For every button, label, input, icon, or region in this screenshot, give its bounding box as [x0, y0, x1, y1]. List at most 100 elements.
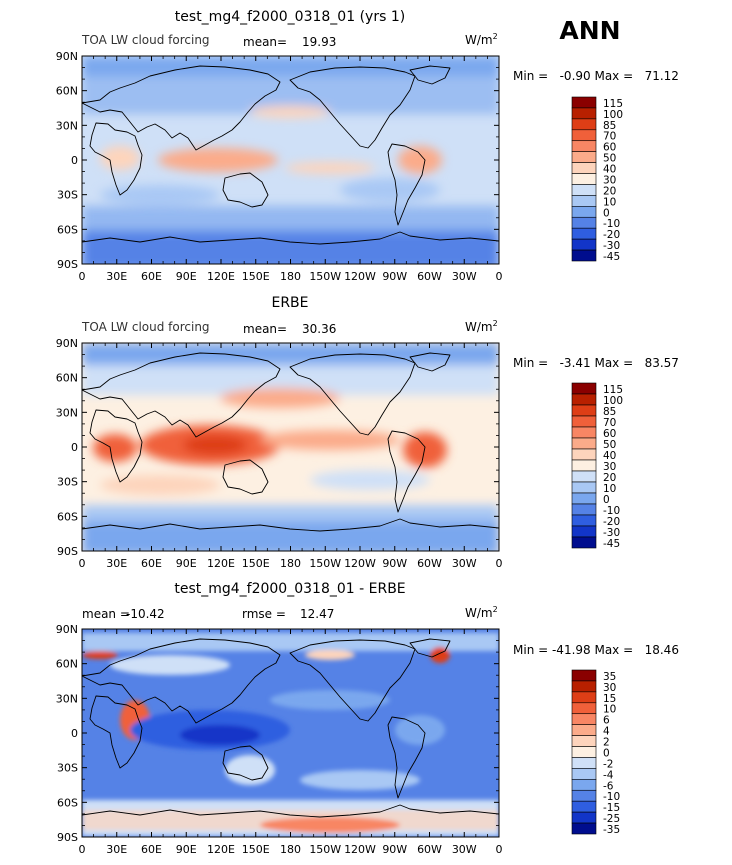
colorbar-swatch	[571, 437, 597, 450]
y-axis: 90N 60N 30N 0 30S 60S 90S	[56, 337, 499, 558]
y-tick-label: 90S	[57, 545, 78, 558]
coast-eurasia	[82, 352, 281, 438]
season-label: ANN	[559, 16, 620, 45]
colorbar-swatch	[571, 238, 597, 251]
x-tick-label: 90E	[176, 557, 197, 570]
y-tick-label: 90S	[57, 831, 78, 844]
min-max-label: Min = -3.41 Max = 83.57	[513, 356, 679, 370]
colorbar-label: -10	[603, 505, 620, 517]
colorbar-swatch	[571, 680, 597, 693]
x-tick-label: 120W	[344, 270, 376, 283]
field-itcz	[285, 162, 375, 174]
colorbar-label: 85	[603, 120, 616, 132]
colorbar-swatch	[571, 691, 597, 704]
colorbar-swatch	[571, 757, 597, 769]
field-itcz	[260, 430, 400, 450]
field-south-pacific	[300, 770, 420, 790]
colorbar-label: 40	[603, 450, 616, 462]
field-north-atlantic	[82, 651, 118, 659]
panel-variable-label: TOA LW cloud forcing	[81, 33, 210, 47]
y-tick-label: 60S	[57, 510, 78, 523]
x-axis: 0 30E 60E 90E 120E 150E 180 150W 120W 90W 60W 30W 0	[79, 343, 503, 570]
y-tick-label: 30S	[57, 189, 78, 202]
colorbar-swatch	[571, 382, 597, 395]
colorbar-swatch	[571, 173, 597, 185]
field-south-indian	[100, 475, 220, 495]
colorbar-label: -30	[603, 240, 620, 252]
x-tick-label: 30W	[452, 270, 477, 283]
colorbar-swatch	[571, 470, 597, 483]
min-max-label: Min = -41.98 Max = 18.46	[513, 643, 679, 657]
colorbar-label: -4	[603, 769, 614, 781]
panel-title: test_mg4_f2000_0318_01 - ERBE	[174, 581, 405, 597]
colorbar-swatch	[571, 768, 597, 780]
field-arctic	[82, 343, 499, 365]
y-tick-label: 30N	[56, 692, 78, 705]
x-tick-label: 60W	[417, 270, 442, 283]
colorbar-label: 85	[603, 406, 616, 418]
colorbar-label: 100	[603, 395, 623, 407]
colorbar-label: 20	[603, 185, 616, 197]
field-south-ocean	[82, 230, 499, 264]
colorbar-swatch	[571, 492, 597, 505]
coast-antarctica	[82, 231, 499, 245]
colorbar-label: 50	[603, 439, 616, 451]
x-tick-label: 150E	[242, 270, 270, 283]
units-label: W/m2	[465, 32, 498, 47]
coast-africa	[89, 122, 143, 196]
panel-obs: ERBE TOA LW cloud forcing mean= 30.36 W/…	[56, 295, 679, 570]
colorbar-swatch	[571, 249, 597, 262]
coast-australia	[222, 172, 269, 208]
map-field	[82, 56, 499, 264]
field-south-storm-track	[82, 505, 499, 521]
colorbar-label: 50	[603, 153, 616, 165]
y-tick-label: 60N	[56, 658, 78, 671]
x-tick-label: 30E	[106, 557, 127, 570]
field-africa	[93, 434, 137, 462]
x-tick-label: 30W	[452, 843, 477, 856]
field-warm-pool-core	[183, 435, 247, 455]
colorbar-label: 100	[603, 109, 623, 121]
colorbar-swatch	[571, 503, 597, 516]
coastlines	[82, 638, 499, 818]
colorbar-label: -20	[603, 516, 620, 528]
field-north-pacific	[250, 106, 330, 118]
y-tick-label: 60N	[56, 85, 78, 98]
colorbar-label: 30	[603, 682, 616, 694]
coast-north-america	[289, 639, 416, 722]
coast-africa	[89, 409, 143, 483]
y-tick-label: 90N	[56, 623, 78, 636]
x-tick-label: 120E	[207, 270, 235, 283]
x-tick-label: 0	[79, 270, 86, 283]
colorbar-swatch	[571, 746, 597, 758]
colorbar-label: 20	[603, 472, 616, 484]
colorbar-label: 70	[603, 417, 616, 429]
colorbar-label: 70	[603, 131, 616, 143]
mean-value: 30.36	[302, 322, 336, 336]
colorbar-label: -20	[603, 229, 620, 241]
colorbar-swatch	[571, 195, 597, 207]
coastlines	[82, 352, 499, 532]
x-tick-label: 150W	[309, 843, 341, 856]
x-tick-label: 90W	[382, 843, 407, 856]
x-tick-label: 60W	[417, 843, 442, 856]
y-tick-label: 0	[71, 441, 78, 454]
y-tick-label: 30S	[57, 762, 78, 775]
colorbar-swatch	[571, 96, 597, 109]
mean-label: mean=	[243, 322, 287, 336]
x-tick-label: 120W	[344, 843, 376, 856]
colorbar-swatch	[571, 669, 597, 682]
y-tick-label: 30N	[56, 119, 78, 132]
colorbar-label: 10	[603, 483, 616, 495]
panel-diff: test_mg4_f2000_0318_01 - ERBE mean = -10…	[56, 581, 679, 856]
colorbar-swatch	[571, 151, 597, 163]
colorbar-label: 115	[603, 98, 623, 110]
x-axis: 0 30E 60E 90E 120E 150E 180 150W 120W 90W 60W 30W 0	[79, 629, 503, 856]
colorbar-label: -2	[603, 758, 613, 770]
x-tick-label: 30W	[452, 557, 477, 570]
x-tick-label: 180	[280, 557, 301, 570]
colorbar-label: -6	[603, 780, 614, 792]
field-north-pacific	[270, 690, 390, 710]
colorbar-swatch	[571, 129, 597, 142]
